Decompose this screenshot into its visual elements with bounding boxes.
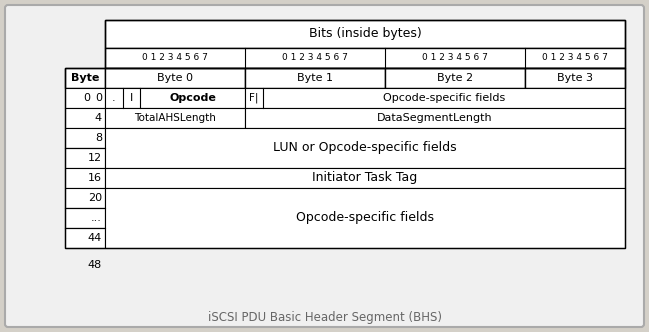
Bar (65, 148, 105, 168)
Bar (65, 228, 105, 248)
Text: 12: 12 (88, 153, 102, 163)
Bar (65, 68, 105, 88)
Bar (105, 68, 245, 88)
Bar (65, 208, 105, 228)
Text: 8: 8 (95, 133, 102, 143)
Bar (105, 188, 625, 248)
Text: iSCSI PDU Basic Header Segment (BHS): iSCSI PDU Basic Header Segment (BHS) (208, 311, 441, 324)
Bar (525, 68, 625, 88)
Bar (245, 108, 625, 128)
Bar (245, 88, 625, 108)
Text: Byte 3: Byte 3 (557, 73, 593, 83)
Bar (65, 68, 625, 248)
Bar (65, 128, 105, 148)
Bar (105, 20, 625, 68)
Bar (105, 48, 625, 68)
Text: Byte 0: Byte 0 (157, 73, 193, 83)
Bar (65, 168, 105, 188)
Bar (65, 188, 105, 208)
Text: 0 1 2 3 4 5 6 7: 0 1 2 3 4 5 6 7 (542, 53, 608, 62)
Bar (65, 88, 105, 108)
Text: LUN or Opcode-specific fields: LUN or Opcode-specific fields (273, 141, 457, 154)
Text: Bits (inside bytes): Bits (inside bytes) (309, 28, 421, 41)
Text: I: I (130, 93, 133, 103)
Text: Opcode: Opcode (169, 93, 216, 103)
Text: 0 1 2 3 4 5 6 7: 0 1 2 3 4 5 6 7 (282, 53, 348, 62)
Text: Byte: Byte (71, 73, 99, 83)
Text: F|: F| (249, 93, 259, 103)
Bar (105, 168, 625, 188)
Text: Initiator Task Tag: Initiator Task Tag (312, 172, 417, 185)
Text: Opcode-specific fields: Opcode-specific fields (383, 93, 505, 103)
Text: TotalAHSLength: TotalAHSLength (134, 113, 216, 123)
Text: 0 1 2 3 4 5 6 7: 0 1 2 3 4 5 6 7 (142, 53, 208, 62)
Text: 4: 4 (95, 113, 102, 123)
Bar (105, 20, 625, 48)
Text: 16: 16 (88, 173, 102, 183)
Text: 0: 0 (83, 93, 90, 103)
Text: Byte 1: Byte 1 (297, 73, 333, 83)
Bar (65, 108, 105, 128)
FancyBboxPatch shape (5, 5, 644, 327)
Text: 44: 44 (88, 233, 102, 243)
Bar (385, 68, 525, 88)
Text: 0: 0 (95, 93, 102, 103)
Text: Byte 2: Byte 2 (437, 73, 473, 83)
Text: DataSegmentLength: DataSegmentLength (377, 113, 493, 123)
Bar (105, 128, 625, 168)
Text: Opcode-specific fields: Opcode-specific fields (296, 211, 434, 224)
Bar (245, 68, 385, 88)
Text: 0 1 2 3 4 5 6 7: 0 1 2 3 4 5 6 7 (422, 53, 488, 62)
Bar (105, 108, 245, 128)
Text: 48: 48 (88, 260, 102, 270)
Bar (105, 88, 245, 108)
Text: ...: ... (91, 213, 102, 223)
Text: 20: 20 (88, 193, 102, 203)
Text: .: . (112, 93, 116, 103)
